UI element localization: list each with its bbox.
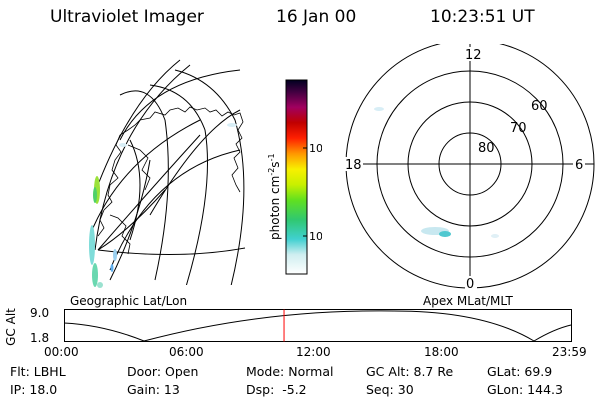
xtick-0600: 06:00 xyxy=(169,345,204,359)
mlt-label-18: 18 xyxy=(345,158,362,173)
altitude-plot xyxy=(64,309,572,342)
colorbar-tick-10: 10 xyxy=(309,230,322,243)
info-dsp: Dsp: -5.2 xyxy=(246,382,307,397)
polar-aurora xyxy=(374,107,499,238)
info-seq: Seq: 30 xyxy=(366,382,414,397)
geographic-label: Geographic Lat/Lon xyxy=(70,294,188,308)
colorbar-tick-100: 100 xyxy=(309,142,322,155)
polar-plot: 12 18 6 0 60 70 80 xyxy=(343,44,595,292)
colorbar: 100 10 photon cm-2s-1 xyxy=(267,79,322,275)
geographic-map xyxy=(89,59,246,288)
mlt-label-0: 0 xyxy=(466,277,474,292)
xtick-0000: 00:00 xyxy=(44,345,79,359)
xtick-1200: 12:00 xyxy=(296,345,331,359)
mlt-label-6: 6 xyxy=(575,158,583,173)
altitude-ylabel-box: GC Alt xyxy=(4,308,22,348)
aurora-emission xyxy=(89,123,237,288)
mlt-label-12: 12 xyxy=(465,48,482,63)
xtick-2359: 23:59 xyxy=(552,345,587,359)
altitude-ytick-low: 1.8 xyxy=(30,331,50,345)
xtick-1800: 18:00 xyxy=(424,345,459,359)
altitude-ytick-high: 9.0 xyxy=(30,306,50,320)
instrument-title: Ultraviolet Imager xyxy=(50,7,204,27)
info-flt: Flt: LBHL xyxy=(10,364,66,379)
altitude-ylabel: GC Alt xyxy=(3,308,18,346)
info-gain: Gain: 13 xyxy=(127,382,180,397)
apex-label: Apex MLat/MLT xyxy=(423,294,513,308)
info-door: Door: Open xyxy=(127,364,199,379)
info-gc-alt: GC Alt: 8.7 Re xyxy=(366,364,454,379)
mlat-label-60: 60 xyxy=(531,99,548,114)
mlat-label-80: 80 xyxy=(478,141,495,156)
info-ip: IP: 18.0 xyxy=(10,382,58,397)
date-label: 16 Jan 00 xyxy=(276,7,357,27)
colorbar-scale xyxy=(285,79,308,275)
mlat-label-70: 70 xyxy=(510,121,527,136)
info-glon: GLon: 144.3 xyxy=(487,382,563,397)
time-label: 10:23:51 UT xyxy=(430,7,535,27)
colorbar-unit-label: photon cm-2s-1 xyxy=(267,153,282,240)
info-mode: Mode: Normal xyxy=(246,364,334,379)
info-glat: GLat: 69.9 xyxy=(487,364,553,379)
